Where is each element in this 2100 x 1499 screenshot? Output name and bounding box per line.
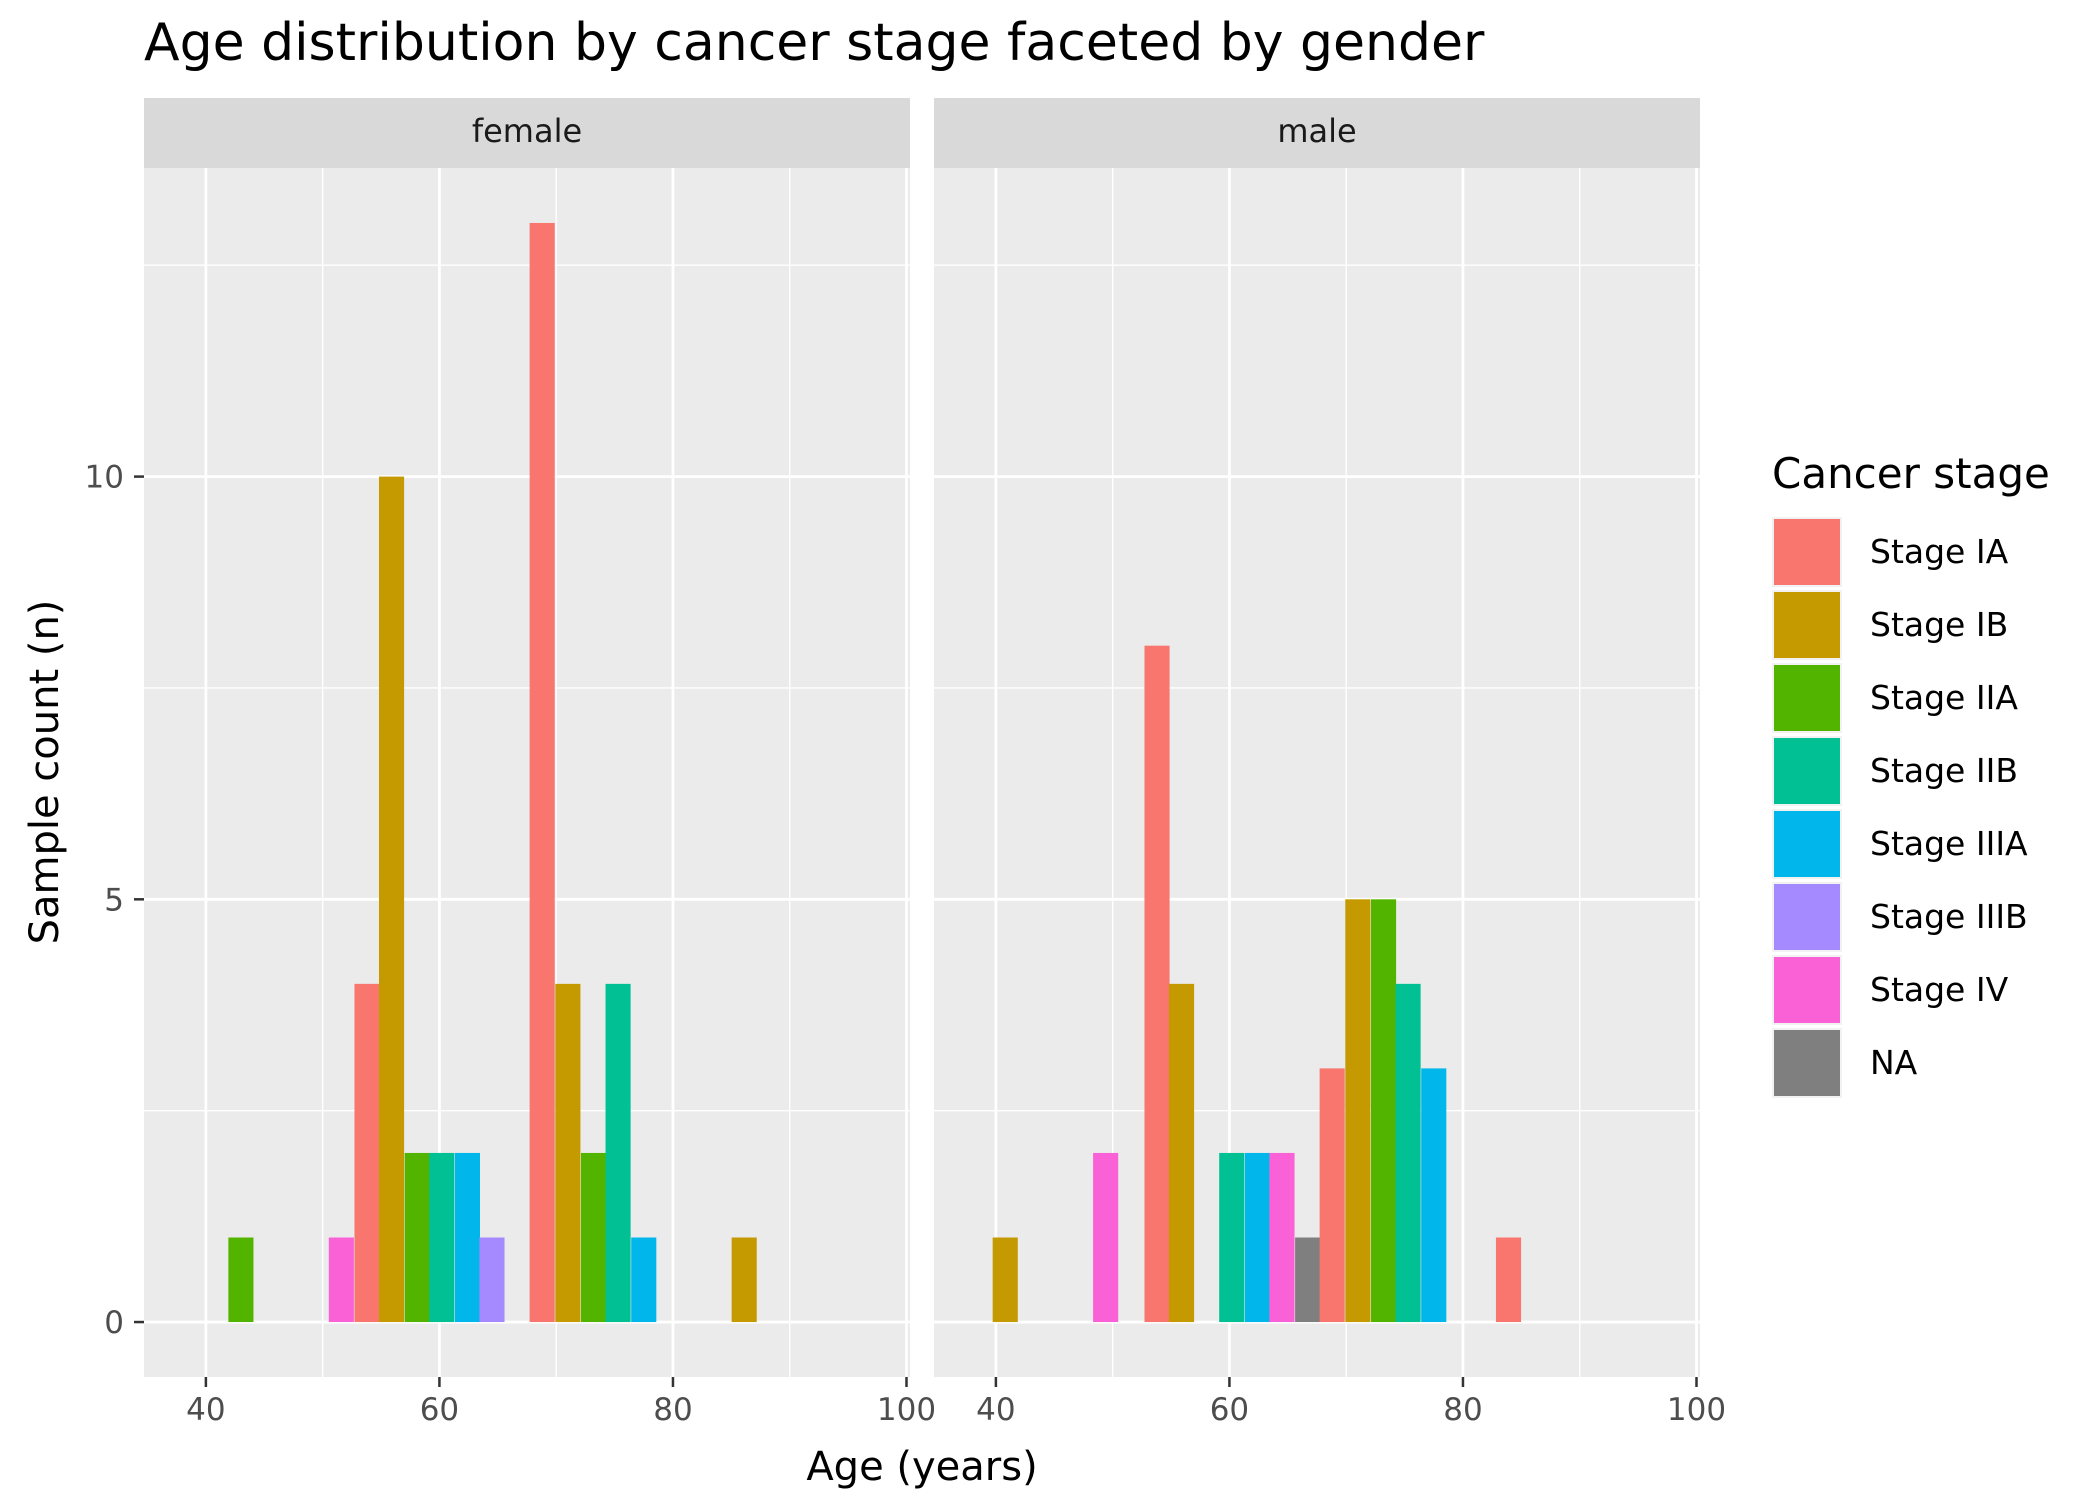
y-tick-label: 10 bbox=[85, 460, 124, 496]
x-tick-label: 60 bbox=[420, 1392, 459, 1428]
bar bbox=[1371, 899, 1397, 1323]
bar bbox=[429, 1152, 455, 1323]
bar bbox=[529, 222, 555, 1323]
bar bbox=[228, 1237, 254, 1323]
bar bbox=[631, 1237, 657, 1323]
bar bbox=[1244, 1152, 1271, 1323]
bar bbox=[454, 1152, 481, 1323]
legend-label: Stage IB bbox=[1870, 605, 2008, 644]
x-axis-title: Age (years) bbox=[806, 1444, 1037, 1490]
bar bbox=[378, 476, 405, 1323]
legend-swatch bbox=[1774, 811, 1840, 877]
bar bbox=[1168, 983, 1195, 1323]
bar bbox=[1421, 1068, 1447, 1323]
legend-swatch bbox=[1774, 1030, 1840, 1096]
facet-strip bbox=[144, 98, 910, 168]
legend-label: NA bbox=[1870, 1043, 1918, 1082]
bar-group bbox=[992, 645, 1522, 1323]
plot-panel-background bbox=[144, 168, 910, 1377]
bar bbox=[1295, 1237, 1321, 1323]
legend-swatch bbox=[1774, 884, 1840, 950]
y-tick-label: 5 bbox=[104, 882, 124, 918]
legend-label: Stage IIIB bbox=[1870, 897, 2028, 936]
plot-panel-background bbox=[934, 168, 1700, 1377]
legend-swatch bbox=[1774, 519, 1840, 585]
bar bbox=[1269, 1152, 1295, 1323]
legend-label: Stage IA bbox=[1870, 532, 2009, 571]
x-axis-ticks: 40 60 80 100 bbox=[976, 1377, 1726, 1428]
grid-lines bbox=[934, 168, 1700, 1377]
bar bbox=[1144, 645, 1170, 1323]
legend-label: Stage IV bbox=[1870, 970, 2009, 1009]
y-axis: 0 5 10 bbox=[85, 460, 144, 1341]
legend-swatch bbox=[1774, 665, 1840, 731]
legend: Cancer stage Stage IA Stage IB Stage IIA St… bbox=[1772, 449, 2050, 1098]
legend-label: Stage IIA bbox=[1870, 678, 2018, 717]
bar bbox=[479, 1237, 505, 1323]
facet-strip-label: male bbox=[1277, 112, 1356, 150]
bar bbox=[992, 1237, 1018, 1323]
chart-title: Age distribution by cancer stage faceted… bbox=[144, 13, 1485, 73]
y-axis-title: Sample count (n) bbox=[22, 600, 68, 945]
x-tick-label: 80 bbox=[1443, 1392, 1482, 1428]
x-tick-label: 40 bbox=[186, 1392, 225, 1428]
facet-panel-female: female 40 60 80 100 bbox=[144, 98, 936, 1428]
bar bbox=[404, 1152, 430, 1323]
legend-title: Cancer stage bbox=[1772, 449, 2050, 498]
legend-swatch bbox=[1774, 592, 1840, 658]
bar bbox=[1495, 1237, 1522, 1323]
legend-swatch bbox=[1774, 738, 1840, 804]
bar bbox=[605, 983, 631, 1323]
facet-strip-label: female bbox=[472, 112, 582, 150]
bar bbox=[1093, 1152, 1119, 1323]
legend-swatch bbox=[1774, 957, 1840, 1023]
bar bbox=[1319, 1068, 1345, 1323]
legend-label: Stage IIIA bbox=[1870, 824, 2028, 863]
x-tick-label: 40 bbox=[976, 1392, 1015, 1428]
bar bbox=[328, 1237, 354, 1323]
x-axis-ticks: 40 60 80 100 bbox=[186, 1377, 936, 1428]
bar bbox=[581, 1152, 607, 1323]
bar bbox=[1345, 899, 1371, 1323]
x-tick-label: 100 bbox=[877, 1392, 936, 1428]
bar bbox=[1395, 983, 1421, 1323]
bar bbox=[555, 983, 581, 1323]
x-tick-label: 80 bbox=[653, 1392, 692, 1428]
y-tick-label: 0 bbox=[104, 1305, 124, 1341]
legend-label: Stage IIB bbox=[1870, 751, 2018, 790]
x-tick-label: 60 bbox=[1210, 1392, 1249, 1428]
facet-panel-male: male 40 60 80 100 bbox=[934, 98, 1726, 1428]
bar bbox=[1219, 1152, 1245, 1323]
bar-group bbox=[228, 222, 757, 1323]
bar bbox=[731, 1237, 757, 1323]
facet-strip bbox=[934, 98, 1700, 168]
bar bbox=[354, 983, 380, 1323]
x-tick-label: 100 bbox=[1667, 1392, 1726, 1428]
